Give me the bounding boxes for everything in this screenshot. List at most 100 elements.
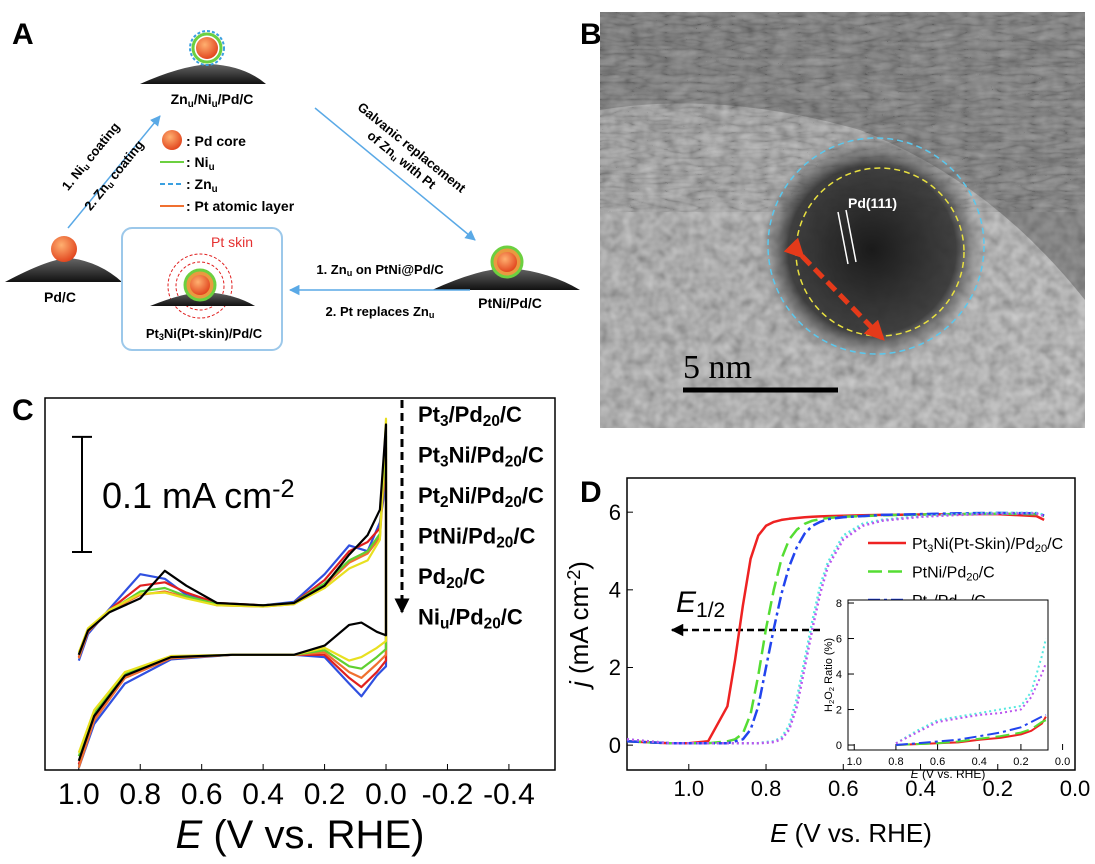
text-run: : Zn <box>186 176 212 192</box>
y-tick-label: 2 <box>836 704 842 716</box>
text-run: 0.1 mA cm <box>102 475 272 516</box>
text-run: : Pt atomic layer <box>186 198 295 214</box>
panel-b: B Pd(111) 5 nm <box>580 12 1085 428</box>
series-line <box>895 719 1047 746</box>
legend-label: PtNi/Pd20/C <box>418 524 535 552</box>
text-run: j <box>564 680 594 690</box>
text-run: Ni <box>418 605 440 630</box>
x-tick-label: 0.4 <box>972 756 987 768</box>
panel-letter: C <box>12 394 34 427</box>
legend-label: Niu/Pd20/C <box>418 605 523 633</box>
panel-letter: B <box>580 18 602 51</box>
x-tick-label: 0.6 <box>181 778 223 811</box>
text-run: PtNi/Pd <box>912 565 966 582</box>
diameter-arrow <box>783 237 885 341</box>
text-run: Pt <box>418 402 441 427</box>
text-run: u <box>81 162 92 173</box>
label: Znu/Niu/Pd/C <box>171 91 254 110</box>
text-run: 1/2 <box>696 599 725 622</box>
text-run: Pt <box>146 326 160 341</box>
text-run: /C <box>500 402 522 427</box>
scale-bar <box>72 435 92 553</box>
text-run: u <box>429 310 435 320</box>
legend-label: Pt3Ni(Pt-Skin)/Pd20/C <box>912 536 1063 555</box>
text-run: Pt <box>418 443 441 468</box>
y-axis-label: H2O2 Ratio (%) <box>823 638 836 712</box>
x-tick-label: 0.4 <box>242 778 284 811</box>
support <box>140 64 266 84</box>
ni-shell <box>191 32 223 64</box>
text-run: (mA cm <box>564 586 594 681</box>
pd-core <box>190 275 210 295</box>
support <box>5 258 122 282</box>
text-run: Ni/Pd <box>449 443 505 468</box>
series-line <box>626 512 1045 745</box>
text-run: /C <box>979 565 995 582</box>
text-run: Ni/Pd <box>449 483 505 508</box>
text-run: 20 <box>505 453 522 470</box>
text-run: u <box>212 184 218 195</box>
text-run: u <box>188 99 194 110</box>
text-run: Galvanic replacement <box>355 99 469 196</box>
text-run: u <box>440 615 449 632</box>
text-run: PtNi/Pd <box>418 524 496 549</box>
x-tick-label: 0.8 <box>888 756 903 768</box>
text-run: /C <box>513 524 535 549</box>
y-tick-label: 6 <box>836 633 842 645</box>
pd-core <box>497 252 517 272</box>
text-run: Pt skin <box>211 234 253 250</box>
text-run: Pt <box>418 483 441 508</box>
text-run: /C <box>522 483 544 508</box>
x-tick-label: -0.4 <box>483 778 535 811</box>
series-line <box>77 417 388 754</box>
x-tick-label: 0.4 <box>905 776 936 801</box>
plot-frame <box>44 397 556 771</box>
series-line <box>77 423 388 762</box>
step: 2. Pt replaces Znu <box>326 304 435 320</box>
legend-label: : Niu <box>186 154 215 173</box>
text-run: /Pd <box>449 402 483 427</box>
scale-label: 0.1 mA cm-2 <box>102 475 294 516</box>
label: Pt skin <box>211 234 253 250</box>
text-run: u <box>105 180 116 191</box>
text-run: PtNi/Pd/C <box>478 295 542 311</box>
text-run: 2 <box>827 687 836 691</box>
plot-frame <box>626 477 1076 771</box>
label: Pt3Ni(Pt-skin)/Pd/C <box>146 326 263 342</box>
text-run: u <box>209 162 215 173</box>
text-run: u <box>212 99 218 110</box>
series-line <box>895 713 1047 746</box>
x-tick-label: 1.0 <box>58 778 100 811</box>
text-run: E <box>770 818 788 848</box>
text-run: /Pd/C <box>218 91 254 107</box>
text-run: 20 <box>446 575 463 592</box>
text-run: Pd/C <box>44 289 76 305</box>
pd-core <box>51 236 77 262</box>
y-tick-label: 6 <box>609 500 621 525</box>
legend-label: PtNi/Pd20/C <box>912 565 995 584</box>
y-tick-label: 0 <box>609 733 621 758</box>
text-run: /Ni <box>194 91 212 107</box>
y-tick-label: 4 <box>609 578 621 603</box>
x-tick-label: 0.0 <box>365 778 407 811</box>
x-tick-label: 0.2 <box>304 778 346 811</box>
text-run: 2 <box>827 700 836 704</box>
y-axis-label: j (mA cm-2) <box>564 561 594 690</box>
x-tick-label: 0.0 <box>1055 756 1070 768</box>
text-run: /C <box>522 443 544 468</box>
legend-label: Pt2Ni/Pd20/C <box>418 483 544 511</box>
text-run: Ni(Pt-skin)/Pd/C <box>164 326 263 341</box>
text-run: 20 <box>483 413 500 430</box>
outer-circle <box>767 137 985 355</box>
legend-label: : Znu <box>186 176 218 195</box>
pd-core <box>196 37 218 59</box>
label: Pd/C <box>44 289 76 305</box>
plane-label: Pd(111) <box>848 195 897 211</box>
series-line <box>895 663 1047 745</box>
panel-letter: A <box>12 18 34 51</box>
x-tick-label: -0.2 <box>422 778 474 811</box>
zn-shell <box>189 30 225 66</box>
arrow <box>67 115 161 229</box>
text-run: 20 <box>1035 543 1047 555</box>
